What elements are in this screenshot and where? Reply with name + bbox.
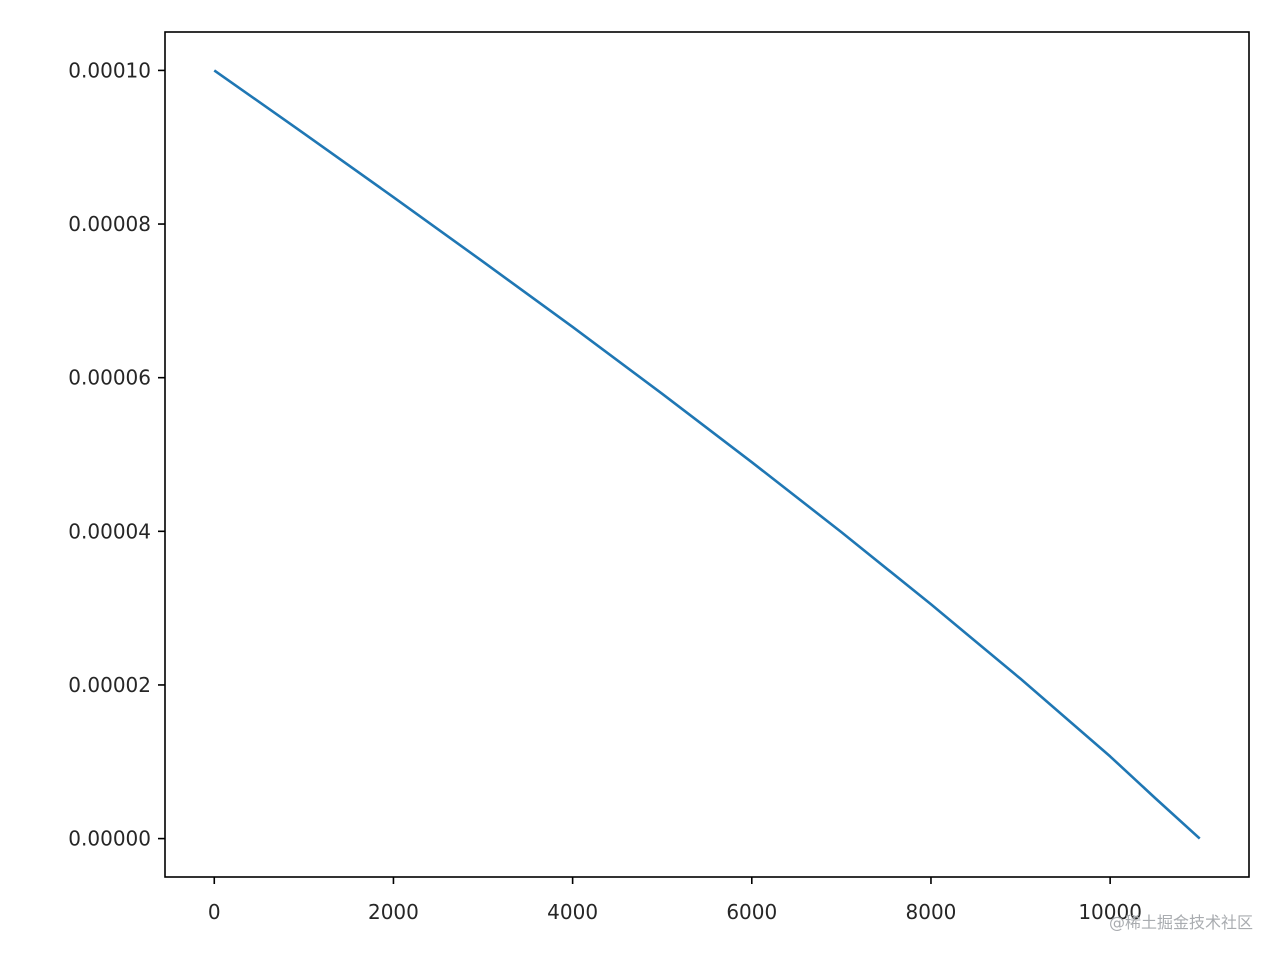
y-tick-label: 0.00004 (68, 519, 151, 543)
y-tick-label: 0.00006 (68, 366, 151, 390)
x-tick-label: 8000 (906, 900, 957, 924)
series-line-0 (213, 69, 1201, 840)
y-tick-label: 0.00000 (68, 827, 151, 851)
y-tick-label: 0.00002 (68, 673, 151, 697)
y-tick-label: 0.00008 (68, 212, 151, 236)
x-tick-label: 6000 (726, 900, 777, 924)
plot-background (165, 32, 1249, 877)
series-layer (213, 69, 1201, 840)
x-tick-label: 4000 (547, 900, 598, 924)
watermark: @稀土掘金技术社区 (1108, 913, 1253, 932)
x-tick-label: 10000 (1078, 900, 1142, 924)
x-tick-label: 2000 (368, 900, 419, 924)
x-axis: 0 2000 4000 6000 8000 10000 (208, 877, 1142, 924)
y-axis: 0.00000 0.00002 0.00004 0.00006 0.00008 0.000… (68, 58, 165, 851)
y-tick-label: 0.00010 (68, 58, 151, 82)
x-tick-label: 0 (208, 900, 221, 924)
plot-frame (164, 31, 1250, 878)
